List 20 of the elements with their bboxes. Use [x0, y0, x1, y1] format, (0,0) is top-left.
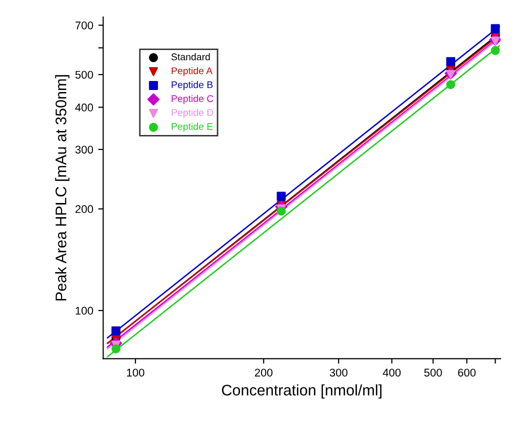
x-axis-title: Concentration [nmol/ml]	[222, 384, 382, 399]
y-tick-label: 100	[76, 306, 94, 315]
y-tick-label: 500	[75, 70, 94, 79]
x-tick-label: 600	[458, 368, 476, 377]
x-tick-label: 100	[127, 368, 144, 377]
legend-label: Peptide E	[172, 122, 213, 132]
x-tick-label: 300	[330, 368, 348, 377]
y-tick-label: 300	[75, 146, 94, 154]
y-tick-label: 400	[75, 104, 94, 112]
x-tick-label: 200	[254, 368, 272, 377]
legend-label: Standard	[171, 53, 210, 60]
y-axis-title: Peak Area HPLC [mAu at 350nm]	[55, 75, 70, 300]
y-tick-label: 200	[76, 205, 94, 214]
legend-label: Peptide C	[172, 94, 214, 104]
legend-label: Peptide B	[172, 81, 213, 90]
y-tick-label: 700	[76, 21, 94, 30]
legend-label: Peptide D	[172, 108, 214, 118]
legend-label: Peptide A	[172, 67, 213, 76]
x-tick-label: 500	[424, 368, 442, 377]
x-tick-label: 400	[382, 368, 401, 377]
